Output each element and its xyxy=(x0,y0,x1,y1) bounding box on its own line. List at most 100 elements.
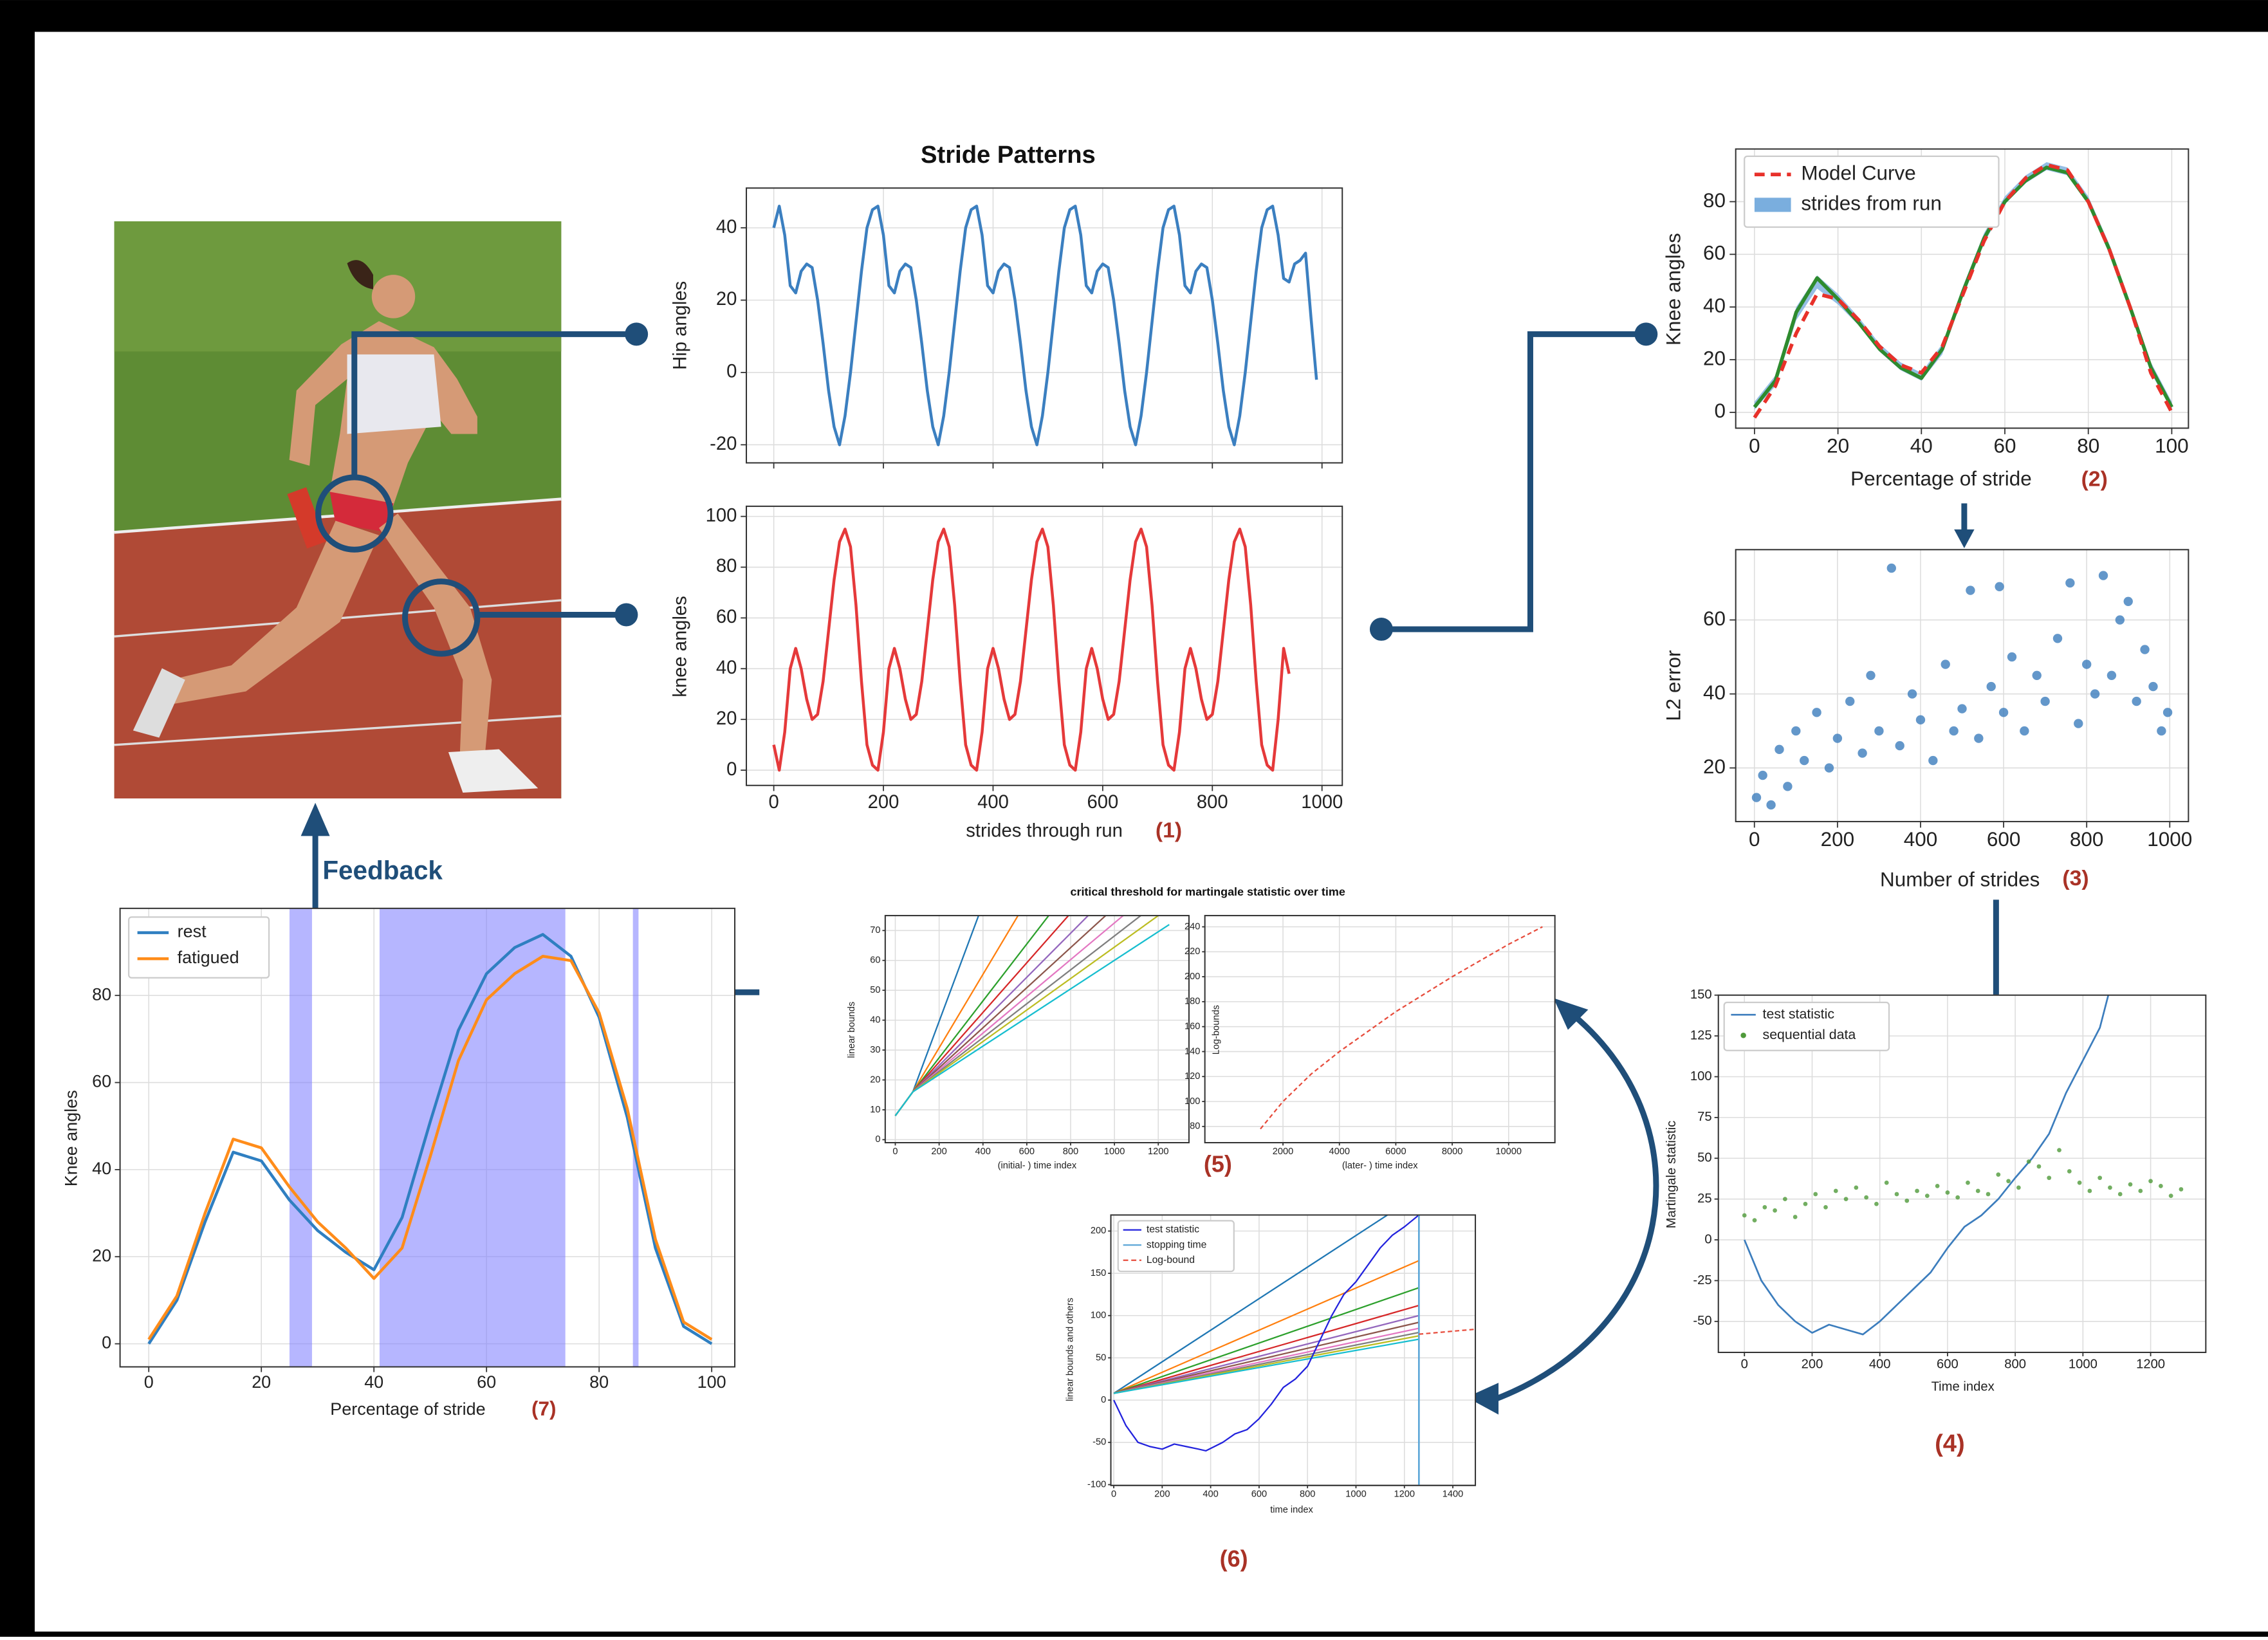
scatter-point xyxy=(1925,1193,1930,1198)
x-tick-label: 800 xyxy=(2004,1358,2026,1372)
x-tick-label: 8000 xyxy=(1442,1147,1463,1157)
x-tick-label: 100 xyxy=(697,1372,726,1392)
y-tick-label: 120 xyxy=(1185,1071,1200,1082)
x-tick-label: 200 xyxy=(1802,1358,1823,1372)
scatter-point xyxy=(2107,671,2116,680)
scatter-point xyxy=(2148,1179,2153,1183)
panel-number: (2) xyxy=(2081,466,2108,491)
legend: restfatigued xyxy=(129,917,269,977)
scatter-point xyxy=(1812,708,1821,717)
scatter-point xyxy=(1753,1218,1757,1222)
scatter-point xyxy=(2108,1186,2112,1190)
y-tick-label: 25 xyxy=(1697,1192,1712,1206)
x-tick-label: 10000 xyxy=(1495,1147,1522,1157)
scatter-point xyxy=(2057,1148,2061,1152)
y-tick-label: 60 xyxy=(870,955,880,966)
figure: Feedback -2002040Hip angles0200400600800… xyxy=(0,0,2268,1637)
y-tick-label: 20 xyxy=(870,1074,880,1085)
panel-number: (1) xyxy=(1156,818,1182,843)
scatter-point xyxy=(1800,756,1809,765)
legend-label: test statistic xyxy=(1763,1006,1835,1022)
scatter-point xyxy=(2088,1189,2092,1193)
x-axis-label: strides through run xyxy=(966,820,1123,841)
y-tick-label: 40 xyxy=(716,217,737,237)
scatter-point xyxy=(1996,1172,2000,1177)
legend-label: Model Curve xyxy=(1801,161,1915,184)
x-tick-label: 0 xyxy=(1749,435,1760,457)
y-axis-label: L2 error xyxy=(1663,650,1685,721)
scatter-point xyxy=(1949,726,1958,735)
legend: test statisticsequential data xyxy=(1724,1002,1889,1051)
scatter-point xyxy=(2138,1189,2143,1193)
scatter-point xyxy=(1858,748,1867,757)
scatter-point xyxy=(1803,1202,1808,1206)
scatter-point xyxy=(2179,1187,2184,1192)
scatter-point xyxy=(2132,697,2141,706)
scatter-point xyxy=(2020,726,2029,735)
scatter-point xyxy=(1987,682,1996,691)
scatter-point xyxy=(1783,782,1792,791)
legend-label: stopping time xyxy=(1147,1239,1207,1250)
panel-number: (6) xyxy=(1220,1545,1248,1572)
scatter-point xyxy=(1966,585,1975,594)
scatter-point xyxy=(2078,1181,2082,1185)
scatter-point xyxy=(2040,697,2049,706)
scatter-point xyxy=(1957,704,1966,713)
x-tick-label: 60 xyxy=(1993,435,2016,457)
connector-dot xyxy=(625,322,648,346)
scatter-point xyxy=(1935,1184,1940,1188)
x-tick-label: 0 xyxy=(768,792,779,813)
chart-title: critical threshold for martingale statis… xyxy=(1070,885,1345,898)
x-tick-label: 1000 xyxy=(2147,828,2192,851)
y-tick-label: 125 xyxy=(1690,1028,1712,1042)
y-tick-label: 100 xyxy=(1185,1096,1200,1107)
y-axis-label: Log-bounds xyxy=(1212,1005,1222,1055)
x-tick-label: 600 xyxy=(1251,1489,1267,1500)
x-tick-label: 40 xyxy=(364,1372,383,1392)
x-tick-label: 1200 xyxy=(1394,1489,1415,1500)
y-tick-label: -20 xyxy=(710,434,737,454)
scatter-point xyxy=(2097,1175,2102,1180)
scatter-point xyxy=(1854,1186,1858,1190)
scatter-point xyxy=(1825,763,1834,772)
scatter-point xyxy=(1885,1181,1889,1185)
legend-label: strides from run xyxy=(1801,192,1942,215)
y-tick-label: 20 xyxy=(716,708,737,729)
scatter-point xyxy=(1758,771,1767,780)
scatter-point xyxy=(1844,1197,1849,1201)
scatter-point xyxy=(1895,741,1904,750)
scatter-point xyxy=(2099,571,2108,580)
scatter-point xyxy=(2047,1175,2051,1180)
x-tick-label: 600 xyxy=(1087,792,1118,813)
y-tick-label: 240 xyxy=(1185,921,1200,932)
scatter-point xyxy=(1783,1197,1787,1201)
y-tick-label: 140 xyxy=(1185,1046,1200,1056)
y-axis-label: Martingale statistic xyxy=(1664,1121,1679,1228)
scatter-point xyxy=(1908,689,1917,698)
y-tick-label: 0 xyxy=(1101,1395,1106,1405)
scatter-point xyxy=(1946,1190,1950,1195)
x-tick-label: 0 xyxy=(144,1372,154,1392)
x-tick-label: 20 xyxy=(252,1372,271,1392)
x-tick-label: 400 xyxy=(1904,828,1938,851)
scatter-point xyxy=(2016,1186,2021,1190)
x-tick-label: 400 xyxy=(977,792,1009,813)
scatter-point xyxy=(2148,682,2157,691)
x-tick-label: 1000 xyxy=(1345,1489,1367,1500)
scatter-point xyxy=(1895,1192,1899,1197)
legend-key xyxy=(1755,198,1791,212)
scatter-point xyxy=(2169,1193,2173,1198)
y-tick-label: 50 xyxy=(870,985,880,995)
connector-dot xyxy=(1370,618,1393,641)
y-tick-label: 40 xyxy=(870,1015,880,1025)
y-tick-label: 80 xyxy=(1190,1121,1200,1132)
panel-number: (5) xyxy=(1204,1150,1232,1177)
x-tick-label: 800 xyxy=(1300,1489,1315,1500)
scatter-point xyxy=(1793,1215,1798,1219)
legend-label: Log-bound xyxy=(1147,1255,1195,1266)
x-tick-label: 1000 xyxy=(1104,1147,1125,1157)
y-tick-label: 40 xyxy=(1703,294,1726,317)
x-tick-label: 2000 xyxy=(1273,1147,1294,1157)
legend-label: rest xyxy=(178,922,207,941)
y-tick-label: -25 xyxy=(1693,1273,1711,1287)
